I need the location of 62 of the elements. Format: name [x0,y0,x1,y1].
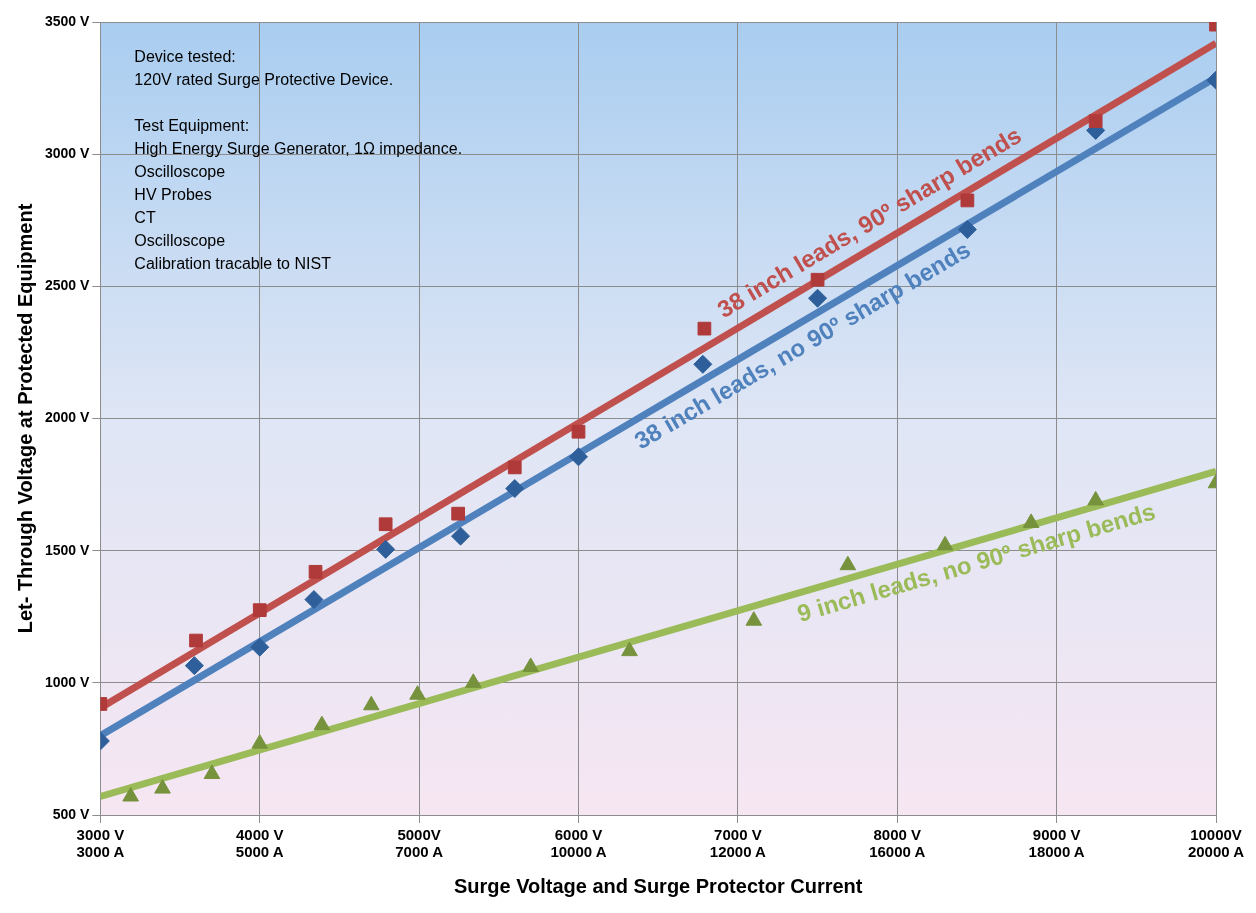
x-tick-label: 6000 V [554,826,603,844]
point [378,517,393,532]
x-axis-title: Surge Voltage and Surge Protector Current [453,874,863,897]
text: 20000 A [1187,842,1245,860]
point [203,764,221,780]
text: 10000 A [550,842,607,860]
point [363,695,380,711]
point [571,424,586,439]
point [839,555,857,571]
y-tick-label: 2500 V [45,277,91,294]
point [957,220,977,239]
point [960,193,975,208]
text: 12000 A [709,842,767,860]
text: 5000 A [235,842,284,860]
text: 16000 A [869,842,926,860]
point [313,715,331,731]
y-tick-label: 2000 V [45,409,91,426]
point [621,641,638,657]
y-tick-label: 3500 V [45,12,91,29]
x-tick-label: 9000 V [1032,826,1081,844]
y-axis-title: Let- Through Voltage at Protected Equipment [13,203,36,634]
y-tick-label: 1000 V [45,673,91,690]
point [252,603,267,618]
x-tick-label: 7000 V [714,826,762,844]
point [808,288,828,308]
text: 3000 A [76,842,125,860]
x-tick-label: 4000 V [235,826,284,844]
point [308,564,323,579]
point [1022,513,1040,528]
point [189,633,203,648]
y-tick-label: 1500 V [45,541,91,558]
text: 18000 A [1028,842,1085,860]
point [251,734,269,749]
point [122,787,139,802]
text: 9 inch leads, no 90º sharp bends [794,497,1159,628]
y-tick-label: 3000 V [45,145,91,162]
x-tick-label: 3000 V [76,826,125,844]
point [250,637,270,657]
point [745,611,763,626]
point [465,673,482,688]
point [451,526,471,546]
point [936,535,954,551]
point [184,656,204,676]
x-tick-label: 10000V [1190,826,1242,844]
point [507,460,522,475]
text: 7000 A [395,842,444,860]
x-tick-label: 8000 V [873,826,922,844]
point [1088,114,1103,128]
point [376,539,396,559]
point [505,479,525,499]
x-tick-label: 5000V [397,826,441,844]
point [1087,490,1104,506]
point [697,321,712,336]
point [451,506,466,521]
point [522,657,539,672]
text: Device tested: 120V rated Surge Protective Device. Test Equipment: High Energy Surge Generator, 1Ω impedance. Oscilloscope HV Probes CT Oscilloscope Calibration tracable to NIST [134,48,463,273]
point [569,447,588,467]
point [810,272,825,287]
point [154,779,171,794]
point [409,685,426,700]
y-tick-label: 500 V [52,805,91,822]
point [304,590,324,610]
